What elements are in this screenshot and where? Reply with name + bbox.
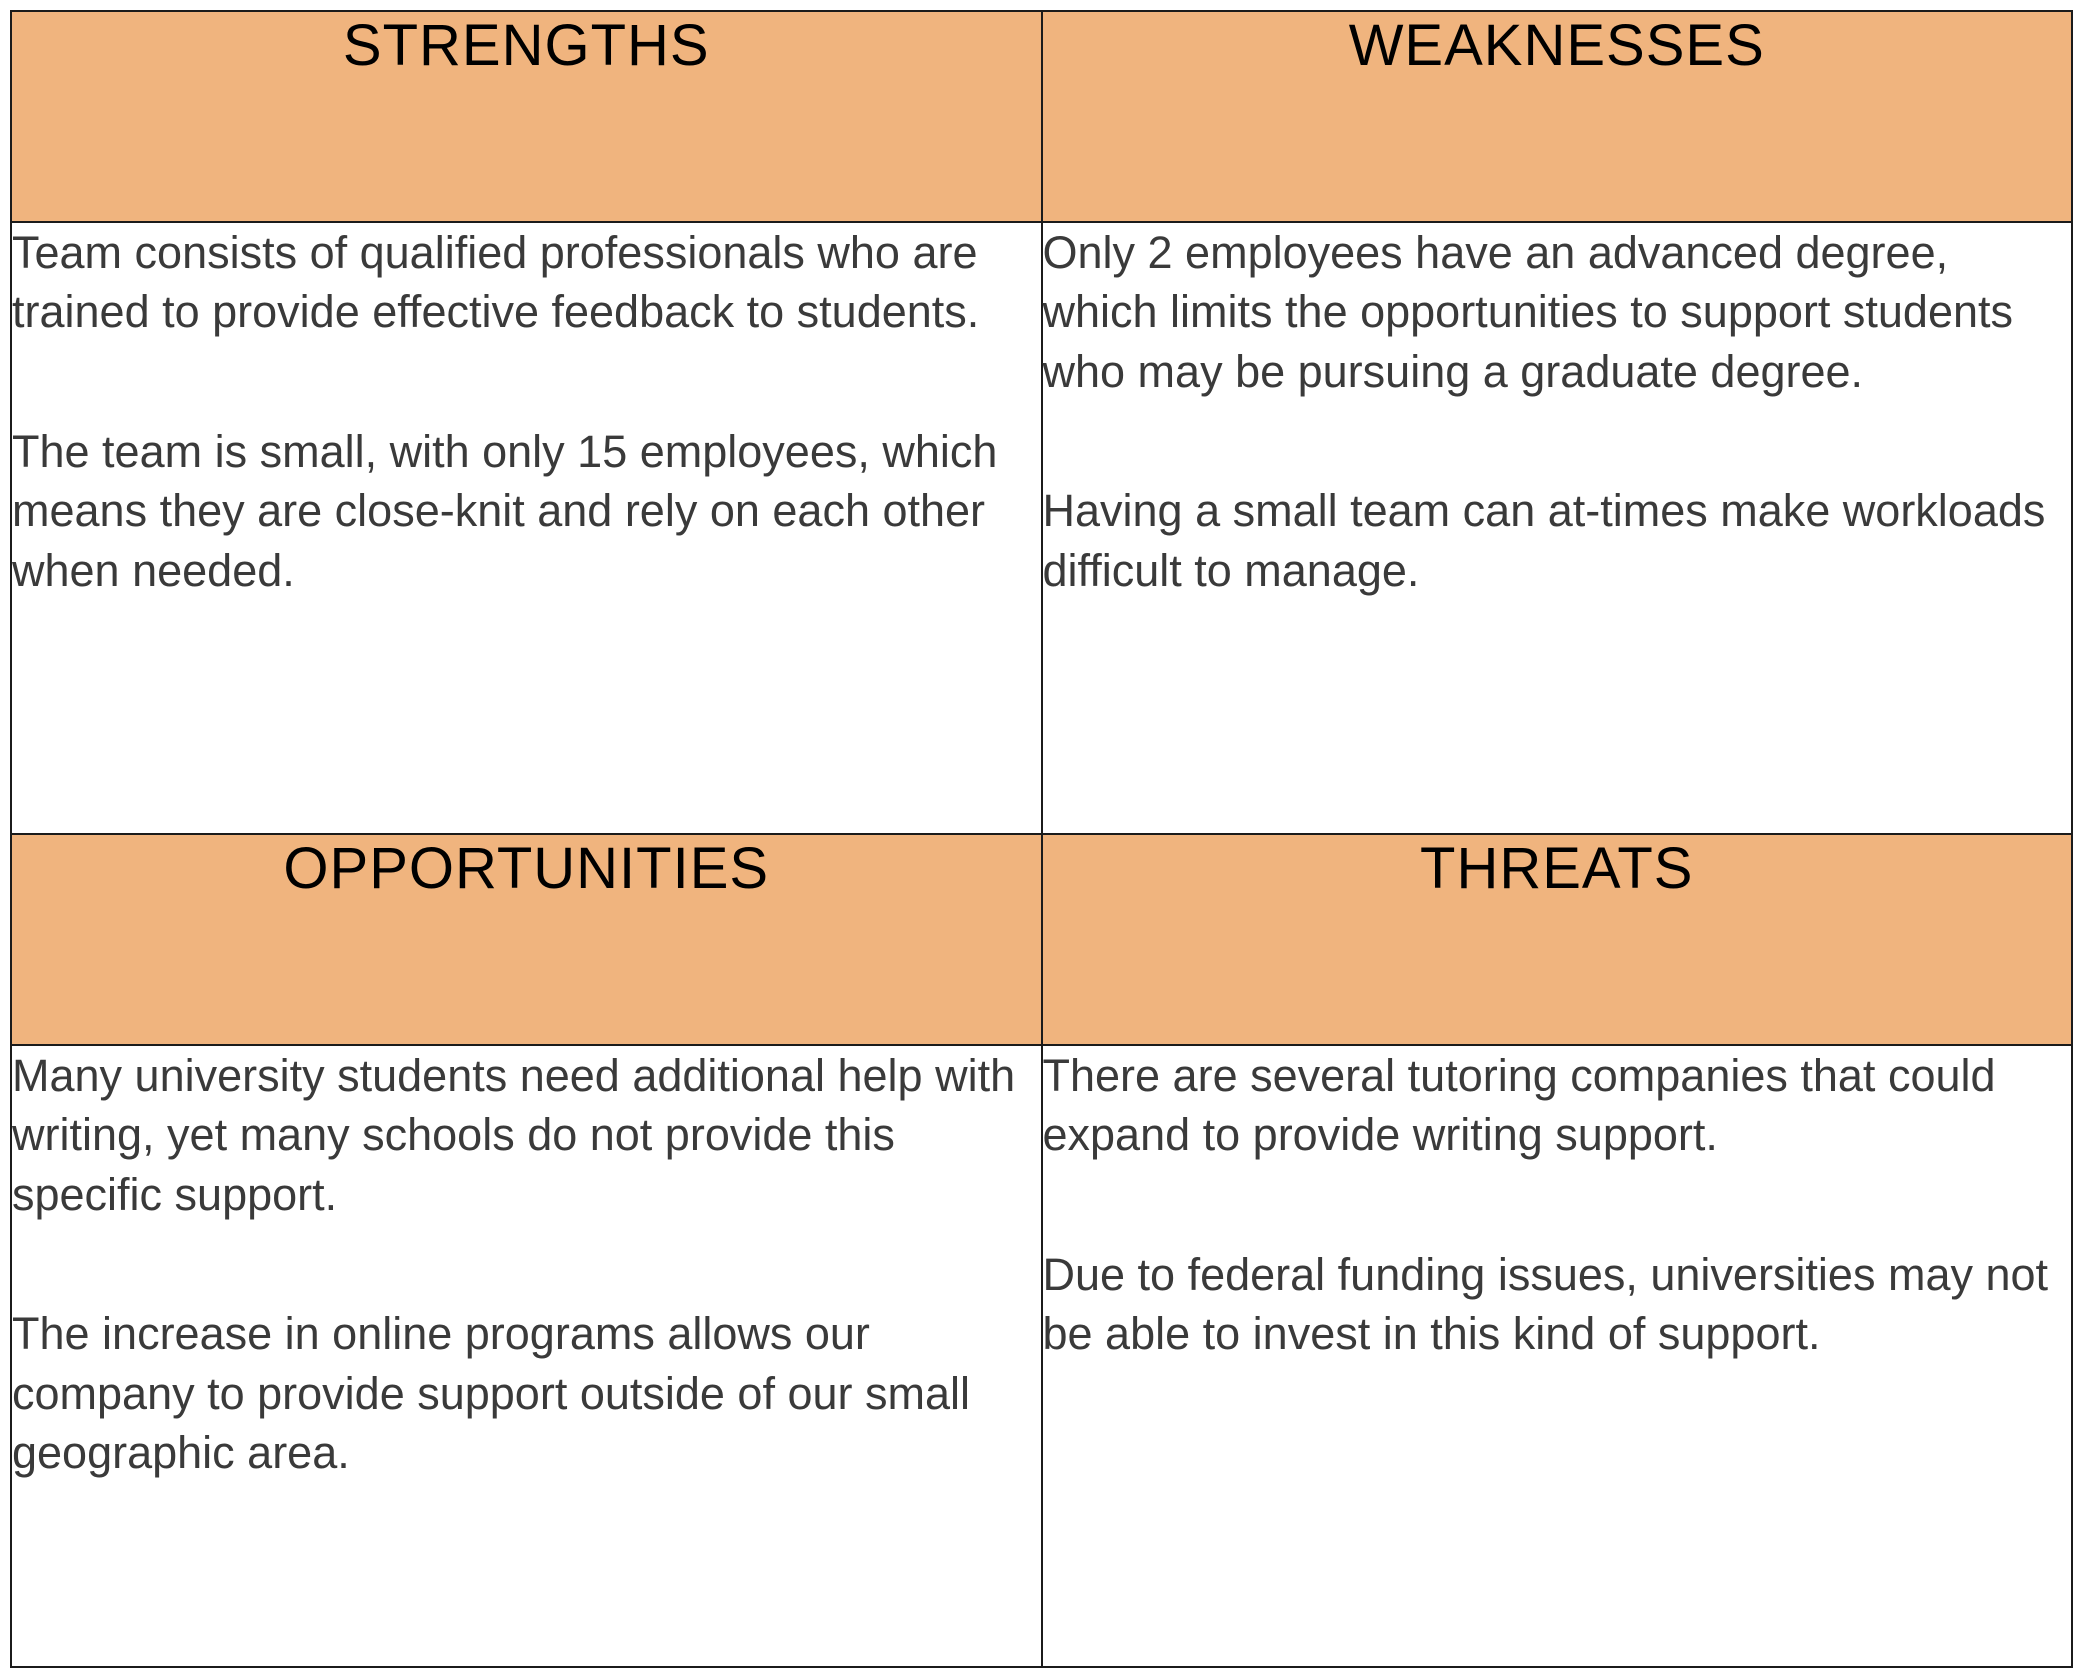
- opportunities-header: OPPORTUNITIES: [11, 834, 1042, 1045]
- swot-table: STRENGTHS WEAKNESSES Team consists of qu…: [10, 10, 2073, 1668]
- content-row-bottom: Many university students need additional…: [11, 1045, 2072, 1667]
- content-row-top: Team consists of qualified professionals…: [11, 222, 2072, 834]
- weaknesses-header: WEAKNESSES: [1042, 11, 2073, 222]
- strengths-item: The team is small, with only 15 employee…: [12, 422, 1041, 600]
- threats-cell: There are several tutoring companies tha…: [1042, 1045, 2073, 1667]
- strengths-item: Team consists of qualified professionals…: [12, 223, 1041, 342]
- weaknesses-item: Having a small team can at-times make wo…: [1043, 481, 2072, 600]
- header-row-top: STRENGTHS WEAKNESSES: [11, 11, 2072, 222]
- strengths-header: STRENGTHS: [11, 11, 1042, 222]
- weaknesses-cell: Only 2 employees have an advanced degree…: [1042, 222, 2073, 834]
- threats-header: THREATS: [1042, 834, 2073, 1045]
- strengths-cell: Team consists of qualified professionals…: [11, 222, 1042, 834]
- threats-item: There are several tutoring companies tha…: [1043, 1046, 2072, 1165]
- header-row-bottom: OPPORTUNITIES THREATS: [11, 834, 2072, 1045]
- opportunities-item: Many university students need additional…: [12, 1046, 1041, 1224]
- opportunities-cell: Many university students need additional…: [11, 1045, 1042, 1667]
- opportunities-item: The increase in online programs allows o…: [12, 1304, 1041, 1482]
- weaknesses-item: Only 2 employees have an advanced degree…: [1043, 223, 2072, 401]
- threats-item: Due to federal funding issues, universit…: [1043, 1245, 2072, 1364]
